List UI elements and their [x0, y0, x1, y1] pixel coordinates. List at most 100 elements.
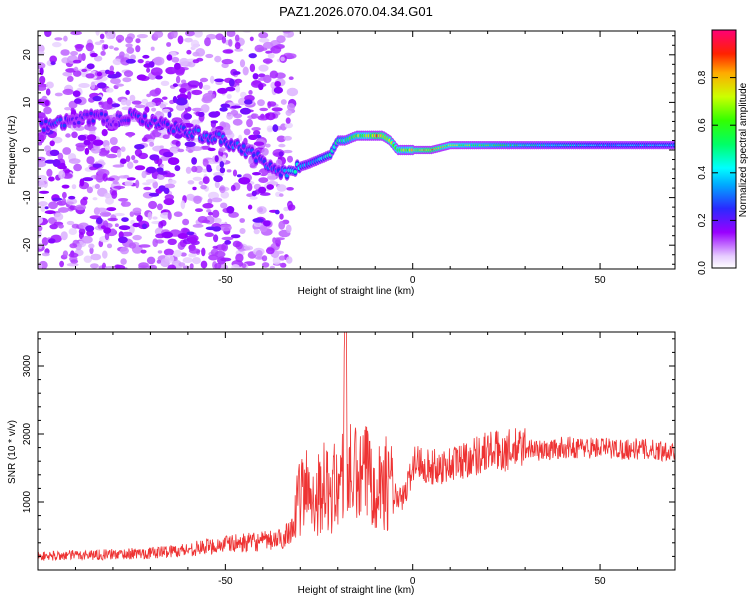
heatmap-cell [238, 97, 247, 106]
heatmap-cell [162, 96, 168, 100]
heatmap-cell [287, 103, 295, 111]
heatmap-cell [226, 94, 232, 99]
heatmap-cell [61, 184, 70, 189]
heatmap-cell [251, 190, 257, 197]
heatmap-cells [38, 31, 675, 269]
heatmap-cell [265, 143, 271, 148]
spectrogram-panel: -50 0 50 -20 -10 0 10 20 Height of straight lin… [7, 30, 676, 297]
heatmap-cell [94, 183, 100, 189]
heatmap-cell [152, 238, 158, 247]
heatmap-cell [278, 143, 286, 148]
heatmap-cell [92, 197, 98, 201]
heatmap-cell [52, 136, 63, 144]
heatmap-cell [109, 65, 115, 72]
heatmap-cell [165, 122, 170, 127]
heatmap-cell [93, 55, 103, 62]
heatmap-cell [181, 79, 187, 84]
heatmap-cell [45, 88, 51, 96]
heatmap-cell [114, 223, 119, 227]
heatmap-cell [38, 134, 45, 144]
heatmap-cell [270, 45, 282, 54]
heatmap-cell [192, 257, 201, 265]
heatmap-cell [238, 177, 251, 185]
heatmap-cell [286, 53, 297, 59]
heatmap-cell [120, 57, 131, 66]
heatmap-cell [134, 104, 146, 109]
heatmap-cell [113, 212, 125, 217]
heatmap-cell [168, 179, 177, 185]
heatmap-cell [125, 155, 131, 162]
heatmap-cell [179, 57, 189, 67]
heatmap-cell [180, 252, 187, 257]
heatmap-cell [192, 107, 203, 112]
heatmap-cell [82, 196, 89, 201]
heatmap-cell [253, 228, 260, 235]
colorbar-tick-label: 0.6 [697, 118, 708, 132]
heatmap-cell [274, 237, 285, 241]
heatmap-cell [258, 177, 269, 184]
heatmap-cell [200, 104, 210, 113]
heatmap-cell [38, 85, 47, 91]
heatmap-cell [211, 93, 216, 99]
heatmap-cell [212, 209, 220, 218]
heatmap-cell [72, 59, 82, 64]
heatmap-cell [198, 181, 204, 185]
heatmap-cell [130, 54, 136, 61]
heatmap-cell [192, 51, 200, 57]
heatmap-cell [103, 44, 109, 50]
heatmap-cell [234, 42, 241, 50]
heatmap-cell [212, 245, 218, 249]
heatmap-cell [193, 31, 203, 38]
heatmap-cell [188, 236, 198, 244]
heatmap-cell [141, 137, 148, 143]
heatmap-cell [287, 204, 296, 211]
heatmap-cell [118, 225, 131, 231]
heatmap-cell [280, 99, 287, 105]
heatmap-cell [52, 41, 62, 48]
heatmap-cell [59, 260, 64, 268]
heatmap-cell [118, 236, 128, 244]
heatmap-cell [125, 58, 136, 64]
heatmap-cell [39, 121, 44, 125]
heatmap-cell [73, 125, 85, 131]
heatmap-cell [213, 234, 219, 243]
heatmap-cell [228, 39, 233, 47]
heatmap-cell [66, 262, 79, 267]
heatmap-cell [121, 200, 126, 207]
heatmap-cell [275, 238, 281, 247]
heatmap-cell [101, 212, 112, 217]
heatmap-cell [114, 122, 118, 127]
heatmap-cell [234, 48, 244, 52]
heatmap-cell [106, 243, 113, 249]
heatmap-cell [160, 258, 170, 267]
heatmap-cell [267, 53, 275, 59]
heatmap-cell [38, 190, 50, 194]
heatmap-cell [151, 107, 157, 112]
heatmap-cell [193, 195, 202, 204]
heatmap-cell [90, 253, 102, 261]
heatmap-cell [96, 217, 103, 225]
heatmap-cell [202, 158, 209, 167]
heatmap-cell [267, 101, 277, 107]
heatmap-cell [127, 161, 134, 169]
heatmap-cell [153, 56, 165, 66]
colorbar-tick-label: 0.0 [697, 261, 708, 275]
colorbar-tick-label: 0.8 [697, 70, 708, 84]
heatmap-cell [138, 244, 151, 248]
heatmap-cell [220, 103, 231, 108]
heatmap-cell [210, 120, 219, 124]
heatmap-cell [148, 192, 160, 197]
heatmap-cell [207, 198, 213, 205]
heatmap-cell [207, 191, 220, 200]
heatmap-cell [156, 203, 163, 211]
heatmap-cell [183, 113, 192, 120]
heatmap-cell [85, 125, 97, 132]
heatmap-cell [214, 263, 222, 269]
heatmap-cell [71, 184, 77, 190]
heatmap-cell [182, 257, 193, 264]
heatmap-cell [85, 112, 89, 117]
heatmap-cell [38, 242, 43, 249]
heatmap-cell [68, 252, 79, 258]
heatmap-cell [60, 49, 70, 56]
heatmap-cell [188, 248, 201, 254]
